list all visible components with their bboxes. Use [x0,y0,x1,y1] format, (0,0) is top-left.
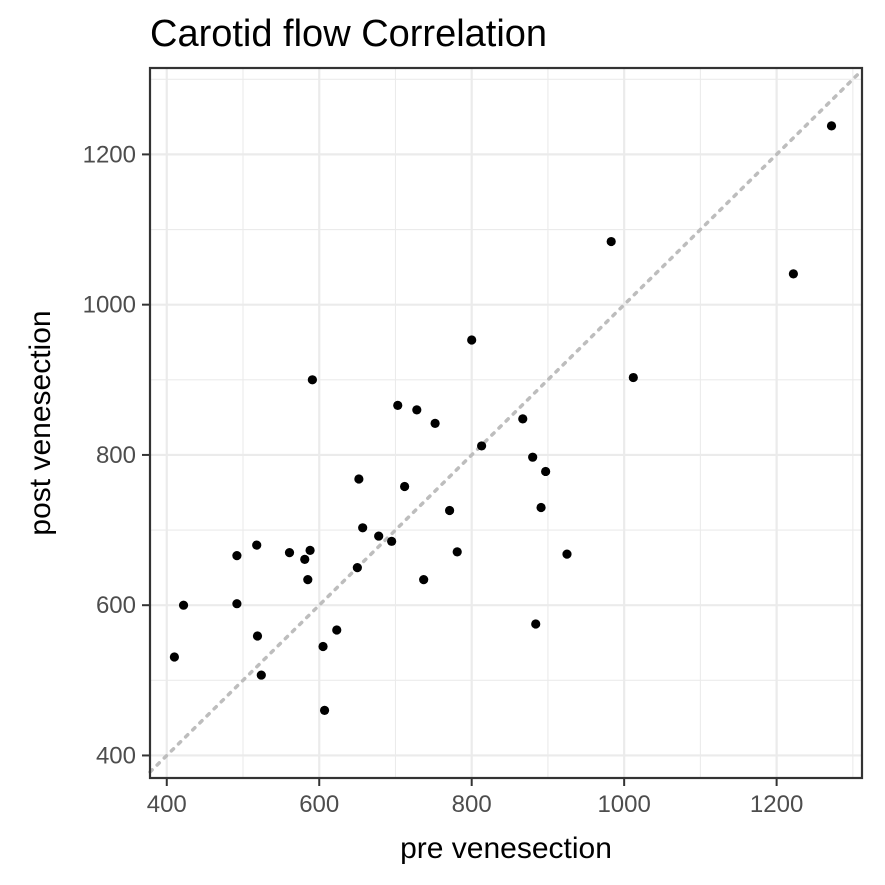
scatter-point [300,554,310,564]
scatter-point [400,481,410,492]
y-tick-label: 800 [96,442,136,469]
scatter-point [352,563,362,573]
x-tick-label: 400 [147,791,187,818]
scatter-point [232,551,242,561]
scatter-point [256,670,266,680]
scatter-point [452,547,462,557]
scatter-point [374,531,384,541]
y-tick-label: 1200 [83,141,136,168]
scatter-point [169,652,179,662]
y-axis-title: post venesection [24,310,57,535]
scatter-point [354,474,364,484]
data-points [169,121,837,715]
x-tick-label: 800 [452,791,492,818]
scatter-point [318,641,328,652]
scatter-point [305,545,315,555]
scatter-point [477,441,487,451]
scatter-point [606,236,616,247]
plot-border [148,66,864,780]
scatter-point [467,335,477,345]
scatter-point [307,375,317,385]
x-axis-title: pre venesection [400,832,612,865]
scatter-point [528,452,538,462]
x-tick-label: 1000 [597,791,650,818]
x-tick-label: 600 [299,791,339,818]
scatter-point [332,625,342,635]
scatter-point [412,405,422,415]
scatter-point [393,400,403,410]
scatter-point [319,705,330,715]
scatter-point [788,269,798,279]
scatter-point [419,575,429,585]
scatter-point [536,502,546,513]
y-tick-label: 600 [96,592,136,619]
scatter-point [444,505,455,516]
scatter-point [232,599,242,609]
reference-line-layer [148,68,864,774]
scatter-point [430,418,440,428]
scatter-point [358,523,368,533]
chart-title: Carotid flow Correlation [150,13,547,55]
scatter-point [252,540,262,550]
scatter-point [531,619,541,629]
scatter-point [284,548,295,558]
x-axis: 400 600 800 1000 1200 [147,778,803,818]
scatter-point [387,536,397,546]
scatter-point [303,575,313,585]
y-axis: 400 600 800 1000 1200 [83,141,150,769]
scatter-point [826,121,837,131]
y-tick-label: 400 [96,742,136,769]
scatter-point [518,414,528,424]
scatter-point [562,549,572,559]
y-tick-label: 1000 [83,292,136,319]
grid-lines [150,68,862,778]
identity-reference-line [148,68,864,774]
scatter-point [252,631,263,641]
scatter-point [178,600,189,610]
scatter-point [628,372,638,383]
x-tick-label: 1200 [750,791,803,818]
scatter-point [541,466,551,477]
